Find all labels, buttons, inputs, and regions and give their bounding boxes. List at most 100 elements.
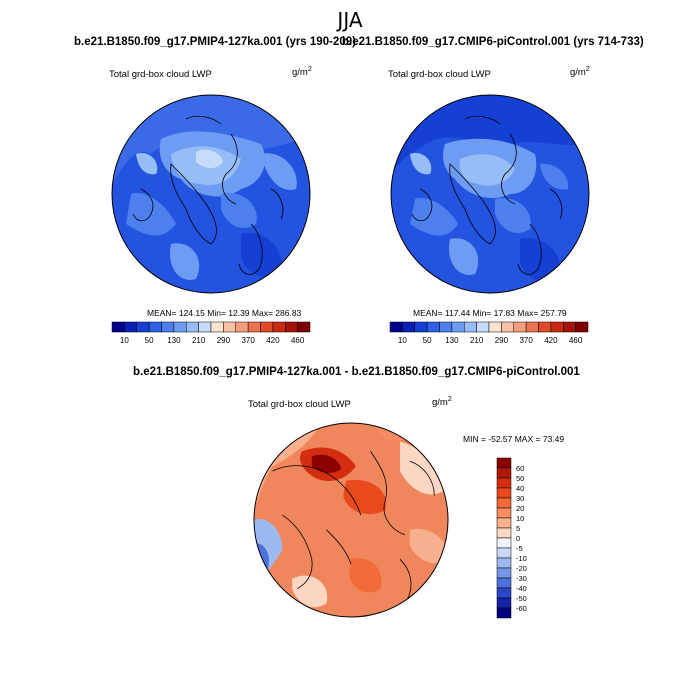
panel-1-variable-label: Total grd-box cloud LWP — [109, 69, 212, 80]
panel-2-stats: MEAN= 117.44 Min= 17.83 Max= 257.79 — [413, 308, 567, 318]
colorbar-swatch — [464, 321, 477, 333]
colorbar-swatch — [496, 577, 512, 589]
colorbar-swatch — [111, 321, 125, 333]
colorbar-swatch — [513, 321, 527, 333]
colorbar-swatch — [496, 477, 512, 489]
difference-variable-label: Total grd-box cloud LWP — [248, 399, 351, 410]
colorbar-swatch — [496, 517, 512, 529]
coastlines — [411, 115, 563, 275]
colorbar-tick-label: 460 — [291, 336, 305, 345]
difference-units: g/m2 — [432, 396, 452, 409]
colorbar-swatch — [439, 321, 453, 333]
colorbar-tick-label: -40 — [516, 584, 527, 593]
colorbar-swatch — [173, 321, 187, 333]
colorbar-tick-label: 10 — [398, 336, 407, 345]
field-patch — [311, 454, 342, 473]
colorbar-tick-label: 50 — [423, 336, 432, 345]
colorbar-swatch — [210, 321, 224, 333]
field-patch — [409, 528, 449, 564]
colorbar-tick-label: 0 — [516, 534, 520, 543]
colorbar-swatch — [389, 321, 403, 333]
colorbar-tick-label: 210 — [470, 336, 484, 345]
field-patch — [391, 95, 589, 174]
colorbar-swatch — [575, 321, 589, 333]
colorbar-swatch — [496, 507, 512, 519]
coastlines — [272, 451, 435, 599]
colorbar-swatch — [124, 321, 137, 333]
colorbar-tick-label: 460 — [569, 336, 583, 345]
panel-1-units: g/m2 — [292, 66, 312, 79]
colorbar-swatch — [496, 497, 512, 509]
colorbar-tick-label: -60 — [516, 604, 527, 613]
colorbar-swatch — [496, 527, 512, 539]
colorbar-tick-label: 210 — [192, 336, 206, 345]
field-patch — [520, 238, 561, 283]
colorbar-swatch — [235, 321, 249, 333]
field-patch — [410, 153, 432, 175]
colorbar-swatch — [550, 321, 564, 333]
colorbar-tick-label: -50 — [516, 594, 527, 603]
field-patch — [221, 193, 257, 229]
difference-polar-map — [253, 422, 449, 618]
colorbar-swatch — [260, 321, 274, 333]
panel-2-units: g/m2 — [570, 66, 590, 79]
field-patch — [241, 233, 282, 278]
colorbar-tick-label: -20 — [516, 564, 527, 573]
colorbar-swatch — [136, 321, 150, 333]
colorbar-tick-label: -10 — [516, 554, 527, 563]
panel-1-colorbar: 10 50 130 210 290 370 420 460 — [111, 321, 311, 345]
colorbar-swatch — [496, 597, 512, 609]
colorbar-swatch — [426, 321, 440, 333]
difference-minmax: MIN = -52.57 MAX = 73.49 — [463, 434, 565, 444]
field-patch — [349, 558, 382, 593]
panel-1-stats: MEAN= 124.15 Min= 12.39 Max= 286.83 — [147, 308, 302, 318]
colorbar-tick-label: -30 — [516, 574, 527, 583]
colorbar-tick-label: 50 — [145, 336, 154, 345]
colorbar-swatch — [496, 567, 512, 579]
colorbar-swatch — [272, 321, 286, 333]
panel-2-variable-label: Total grd-box cloud LWP — [388, 69, 491, 80]
difference-title: b.e21.B1850.f09_g17.PMIP4-127ka.001 - b.… — [133, 366, 580, 378]
colorbar-swatch — [501, 321, 514, 333]
field-patch — [136, 153, 158, 175]
colorbar-swatch — [247, 321, 261, 333]
colorbar-swatch — [496, 587, 512, 599]
colorbar-tick-label: 420 — [544, 336, 558, 345]
field-patch — [170, 243, 200, 280]
colorbar-swatch — [451, 321, 465, 333]
colorbar-swatch — [496, 457, 512, 469]
colorbar-tick-label: 5 — [516, 524, 520, 533]
colorbar-tick-label: 30 — [516, 494, 524, 503]
panel-2-polar-map — [390, 94, 590, 294]
colorbar-swatch — [285, 321, 298, 333]
colorbar-tick-label: 420 — [266, 336, 280, 345]
colorbar-swatch — [496, 547, 512, 559]
colorbar-tick-label: 290 — [217, 336, 231, 345]
colorbar-swatch — [496, 557, 512, 569]
figure-title: JJA — [337, 8, 363, 32]
colorbar-swatch — [496, 487, 512, 499]
field-patch — [495, 198, 531, 234]
panel-2-colorbar: 10 50 130 210 290 370 420 460 — [389, 321, 589, 345]
colorbar-swatch — [161, 321, 175, 333]
colorbar-tick-label: 10 — [120, 336, 129, 345]
colorbar-swatch — [402, 321, 415, 333]
colorbar-swatch — [476, 321, 490, 333]
colorbar-tick-label: 50 — [516, 474, 524, 483]
field-patch — [410, 198, 458, 236]
colorbar-tick-label: 130 — [445, 336, 459, 345]
colorbar-tick-label: -5 — [516, 544, 523, 553]
colorbar-swatch — [496, 467, 512, 479]
colorbar-swatch — [496, 537, 512, 549]
colorbar-tick-label: 370 — [519, 336, 533, 345]
colorbar-swatch — [563, 321, 576, 333]
field-patch — [343, 479, 387, 515]
panel-1-case-title: b.e21.B1850.f09_g17.PMIP4-127ka.001 (yrs… — [74, 36, 356, 48]
colorbar-swatch — [186, 321, 199, 333]
colorbar-tick-label: 20 — [516, 504, 524, 513]
coastlines — [132, 115, 284, 275]
colorbar-swatch — [148, 321, 162, 333]
colorbar-swatch — [297, 321, 311, 333]
colorbar-swatch — [198, 321, 212, 333]
colorbar-swatch — [223, 321, 236, 333]
